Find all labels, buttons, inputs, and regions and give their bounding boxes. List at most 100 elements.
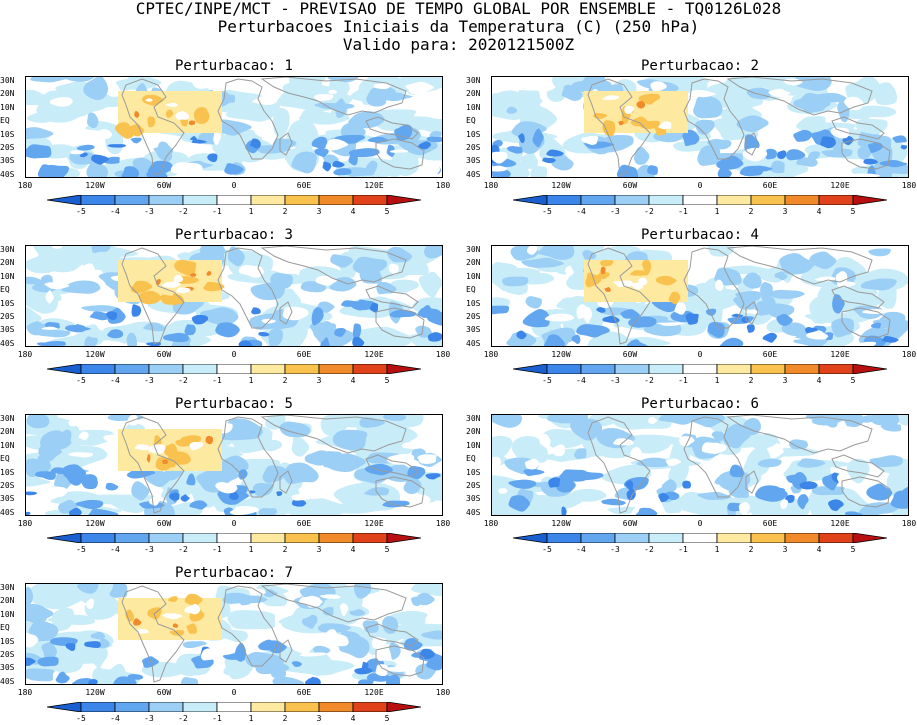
field-contour <box>842 135 855 146</box>
temperature-map <box>25 414 443 516</box>
field-contour <box>607 506 635 515</box>
field-contour <box>581 135 599 145</box>
field-contour <box>40 430 73 451</box>
field-contour <box>561 84 583 101</box>
field-contour <box>84 641 102 649</box>
colorbar-label: 1 <box>714 207 720 216</box>
latitude-label: 20S <box>466 143 481 152</box>
colorbar-swatch <box>386 533 421 543</box>
field-contour <box>324 453 369 473</box>
field-contour <box>81 305 120 312</box>
field-contour <box>682 129 701 147</box>
coastline <box>726 246 873 285</box>
field-contour <box>89 311 112 321</box>
field-contour <box>630 313 640 324</box>
field-contour <box>41 326 59 330</box>
field-contour <box>171 293 184 306</box>
field-contour <box>777 150 787 160</box>
field-contour <box>830 127 850 139</box>
coastline <box>683 78 745 160</box>
latitude-label: 40S <box>0 169 15 179</box>
field-contour <box>26 511 31 515</box>
field-contour <box>42 471 56 480</box>
colorbar-label: -4 <box>110 207 120 216</box>
field-contour <box>37 656 59 667</box>
field-contour <box>574 448 587 459</box>
field-contour <box>701 443 728 454</box>
colorbar-swatch <box>216 533 252 543</box>
colorbar-label: -1 <box>678 207 688 216</box>
field-contour <box>229 491 240 501</box>
field-contour <box>879 311 906 324</box>
field-contour <box>30 77 70 83</box>
field-contour <box>571 79 614 94</box>
field-contour <box>559 469 590 482</box>
field-contour <box>508 479 537 489</box>
longitude-label: 60E <box>296 181 312 190</box>
field-contour <box>270 272 294 290</box>
field-contour <box>693 95 723 119</box>
field-contour <box>251 307 261 315</box>
field-contour <box>492 262 521 292</box>
colorbar-label: 2 <box>282 545 288 554</box>
colorbar-swatch <box>114 702 150 712</box>
colorbar-label: -3 <box>610 207 620 216</box>
field-contour <box>890 490 908 509</box>
colorbar-label: 4 <box>350 714 356 723</box>
field-contour <box>184 593 204 606</box>
coastline <box>279 132 293 156</box>
field-contour <box>262 589 279 598</box>
field-contour <box>206 270 212 276</box>
longitude-label: 60W <box>622 350 638 359</box>
colorbar-swatch <box>818 195 854 205</box>
field-contour <box>416 117 442 133</box>
latitude-label: EQ <box>466 454 476 464</box>
coastline <box>726 77 873 116</box>
field-contour <box>647 165 658 175</box>
field-contour <box>161 459 169 465</box>
field-contour <box>742 147 768 162</box>
colorbar-swatch <box>513 195 548 205</box>
field-contour <box>200 307 240 325</box>
latitude-label: 20S <box>0 143 15 152</box>
field-contour <box>871 322 882 329</box>
field-contour <box>576 324 612 338</box>
latitude-label: 30N <box>466 245 481 254</box>
field-contour <box>569 418 604 441</box>
latitude-label: 30N <box>0 245 15 254</box>
longitude-label: 0 <box>231 519 237 528</box>
longitude-label: 180 <box>17 688 33 697</box>
longitude-label: 180 <box>483 181 499 190</box>
panel-title: Perturbacao: 5 <box>174 396 293 412</box>
field-contour <box>86 112 99 129</box>
field-contour <box>604 287 611 292</box>
field-contour <box>767 443 785 459</box>
perturbation-box <box>584 91 688 133</box>
perturbation-panel: Perturbacao: 7 30N 20N 10N EQ 10S 20S 30S 40S 180… <box>0 565 450 725</box>
field-contour <box>83 77 109 101</box>
field-contour <box>418 271 442 298</box>
colorbar-label: 2 <box>748 545 754 554</box>
field-contour <box>189 442 204 451</box>
field-contour <box>743 272 762 289</box>
coastline <box>260 246 407 285</box>
colorbar-swatch <box>352 702 388 712</box>
colorbar-swatch <box>852 364 887 374</box>
field-contour <box>250 138 262 149</box>
latitude-label: EQ <box>0 623 10 633</box>
field-contour <box>68 452 94 458</box>
field-contour <box>624 105 635 114</box>
field-contour <box>26 603 56 622</box>
field-contour <box>793 129 812 142</box>
field-contour <box>831 317 855 338</box>
longitude-label: 60W <box>156 350 172 359</box>
field-contour <box>736 115 771 133</box>
field-contour <box>687 415 727 428</box>
latitude-label: 20N <box>466 89 481 99</box>
field-contour <box>707 138 732 150</box>
field-contour <box>26 127 56 139</box>
coastline <box>279 301 293 325</box>
colorbar-label: 2 <box>748 376 754 385</box>
field-contour <box>820 136 837 149</box>
coastline <box>375 138 425 170</box>
